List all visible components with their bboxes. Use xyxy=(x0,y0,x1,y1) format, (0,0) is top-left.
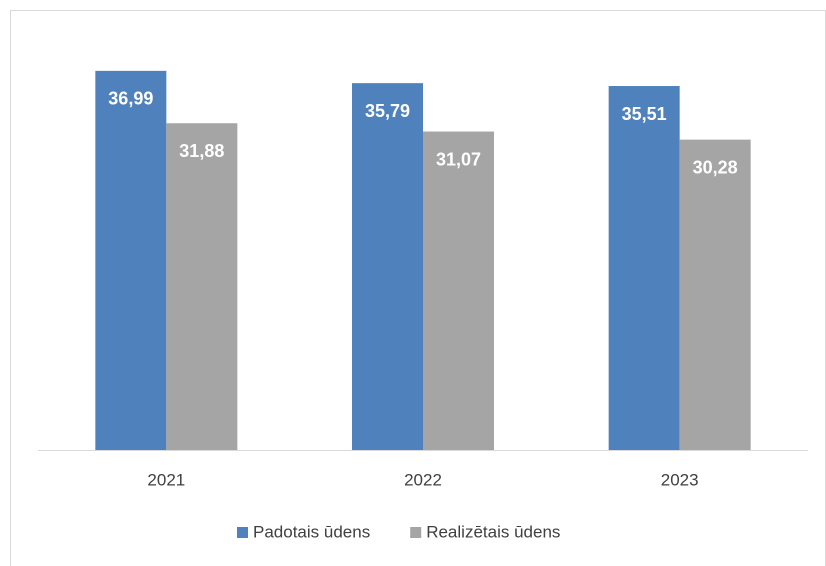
value-label: 36,99 xyxy=(108,89,153,109)
value-label: 30,28 xyxy=(693,157,738,177)
x-tick-label: 2023 xyxy=(661,470,699,489)
legend-label: Padotais ūdens xyxy=(253,522,370,541)
bar xyxy=(95,70,167,450)
legend-label: Realizētais ūdens xyxy=(426,522,560,541)
value-label: 31,88 xyxy=(179,141,224,161)
legend-swatch xyxy=(410,527,422,538)
bar xyxy=(352,83,423,450)
value-label: 35,51 xyxy=(622,104,667,124)
x-tick-label: 2021 xyxy=(147,470,185,489)
legend-swatch xyxy=(237,527,248,538)
x-tick-label: 2022 xyxy=(404,470,442,489)
bar xyxy=(679,139,751,450)
value-label: 35,79 xyxy=(365,101,410,121)
bar xyxy=(166,123,238,450)
value-label: 31,07 xyxy=(436,149,481,169)
bar xyxy=(608,86,680,451)
bar xyxy=(423,131,494,450)
